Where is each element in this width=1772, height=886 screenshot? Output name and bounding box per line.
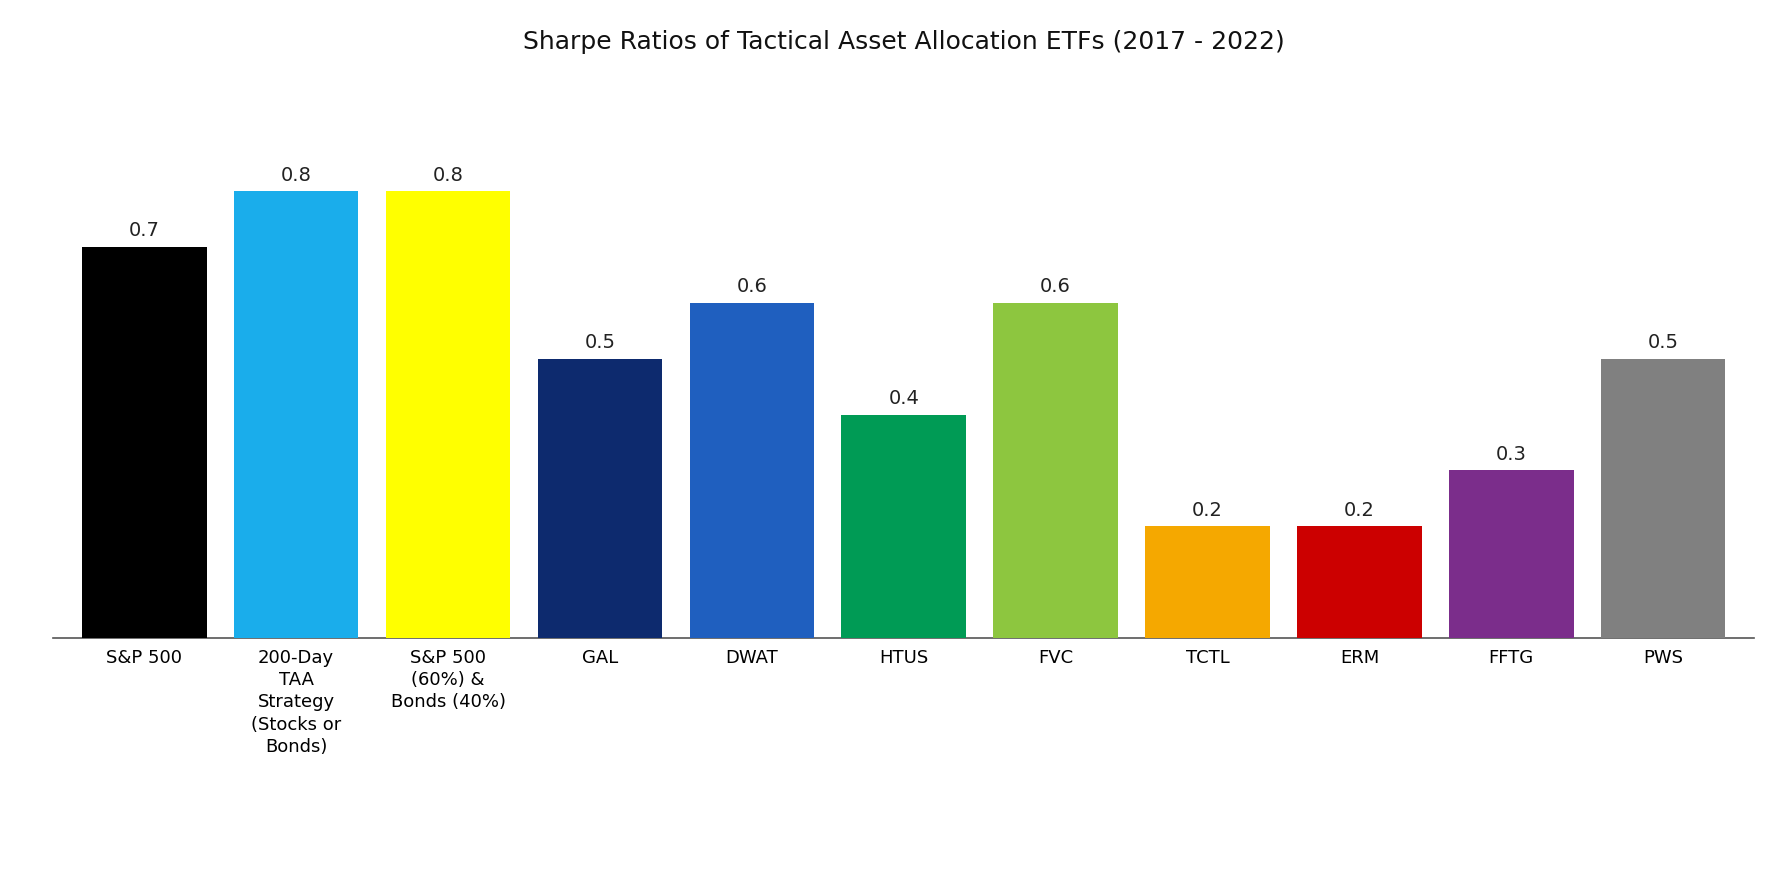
Bar [82,247,207,638]
Text: 0.8: 0.8 [432,166,464,184]
Text: 0.5: 0.5 [1648,333,1678,352]
Bar [234,191,358,638]
Bar [1145,526,1271,638]
Text: 0.6: 0.6 [737,277,767,296]
Text: 0.5: 0.5 [585,333,615,352]
Text: 0.2: 0.2 [1343,501,1375,519]
Text: 0.7: 0.7 [129,222,159,240]
Bar [994,303,1118,638]
Text: 0.2: 0.2 [1193,501,1223,519]
Bar [386,191,510,638]
Bar [689,303,813,638]
Text: 0.6: 0.6 [1040,277,1070,296]
Bar [1449,470,1574,638]
Bar [1297,526,1421,638]
Bar [842,415,966,638]
Title: Sharpe Ratios of Tactical Asset Allocation ETFs (2017 - 2022): Sharpe Ratios of Tactical Asset Allocati… [523,30,1285,54]
Bar [537,359,663,638]
Text: 0.3: 0.3 [1496,445,1527,463]
Text: 0.4: 0.4 [888,389,920,408]
Bar [1600,359,1726,638]
Text: 0.8: 0.8 [280,166,312,184]
